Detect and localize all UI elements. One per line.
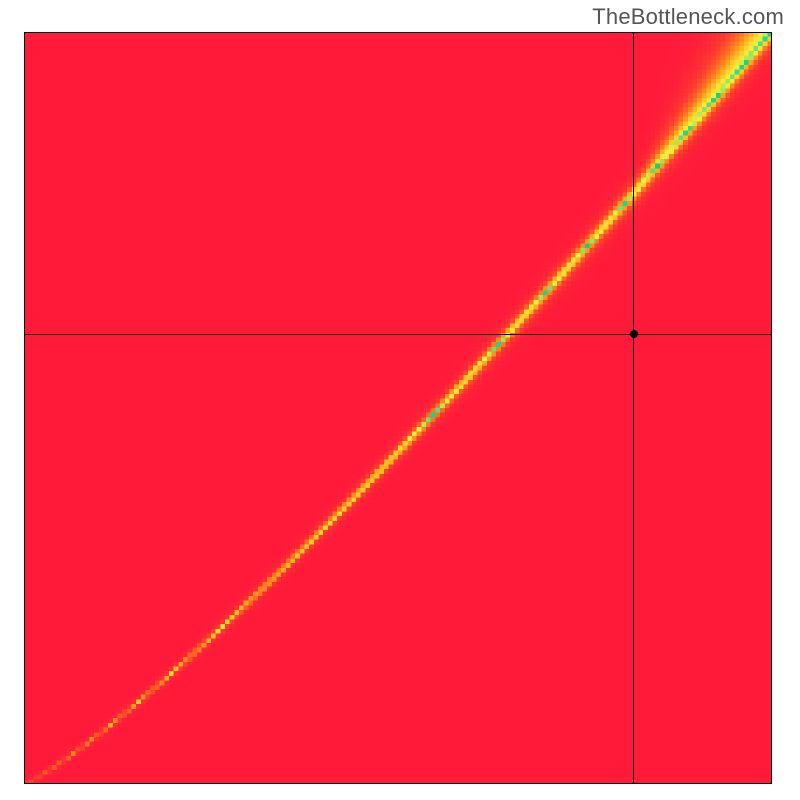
- crosshair-horizontal: [24, 334, 772, 335]
- crosshair-vertical: [633, 32, 634, 784]
- chart-container: TheBottleneck.com: [0, 0, 800, 800]
- data-point-marker: [630, 330, 638, 338]
- heatmap-canvas: [24, 32, 772, 784]
- watermark-text: TheBottleneck.com: [592, 4, 784, 30]
